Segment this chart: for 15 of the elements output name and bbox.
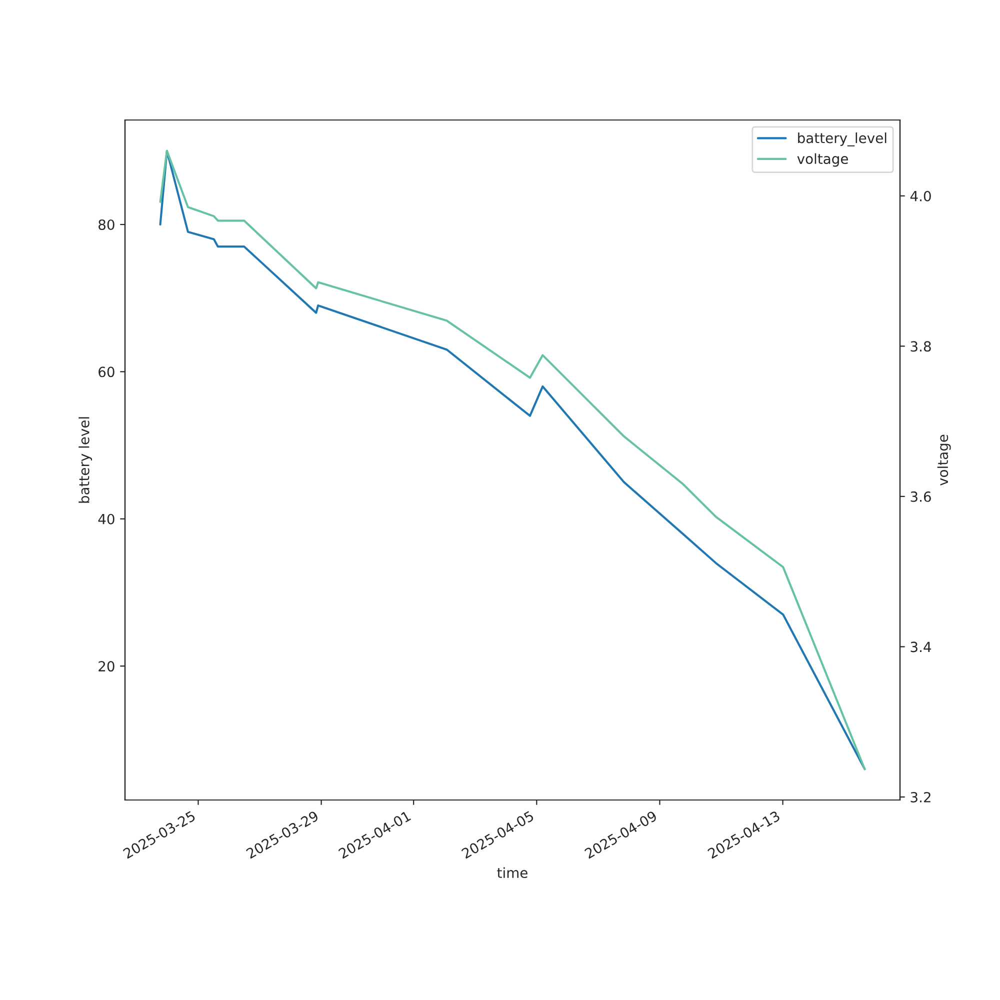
y2-tick-label: 3.8 [910, 341, 931, 352]
y-tick-label: 60 [98, 366, 114, 378]
y2-tick-label: 4.0 [910, 190, 931, 202]
y2-tick-label: 3.4 [910, 642, 932, 652]
line-series [159, 150, 866, 770]
y2-tick-label: 3.6 [910, 491, 931, 502]
y-tick-label: 40 [98, 514, 114, 524]
y-tick-label: 80 [98, 219, 114, 230]
legend-label: voltage [797, 153, 848, 167]
legend-label: battery_level [798, 132, 886, 146]
y-axis-title: battery level [78, 417, 92, 503]
y2-axis-title: voltage [937, 434, 951, 486]
x-axis-title: time [497, 867, 528, 878]
y-tick-label: 20 [98, 661, 114, 672]
y2-tick-label: 3.2 [910, 792, 930, 802]
